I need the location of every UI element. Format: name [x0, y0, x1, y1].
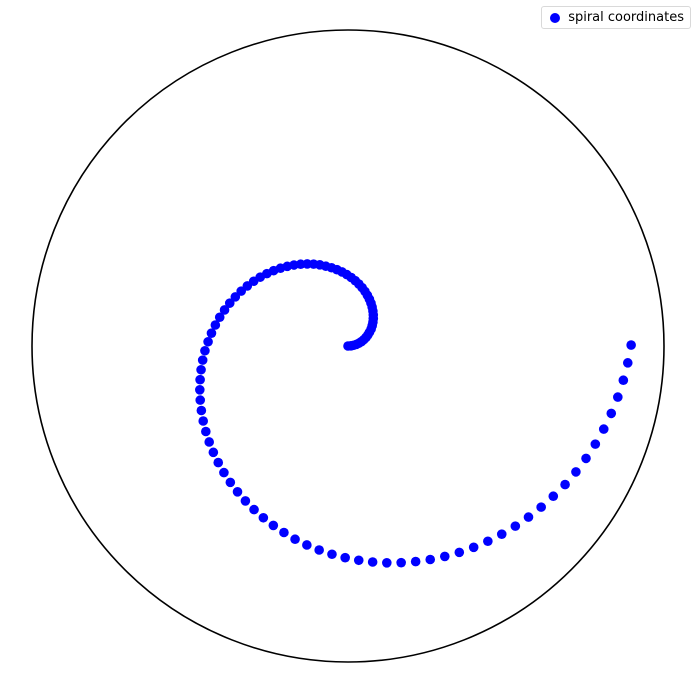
spiral-point: [560, 479, 570, 490]
spiral-point: [367, 557, 378, 567]
spiral-point: [327, 549, 337, 560]
spiral-point: [548, 491, 559, 502]
spiral-point: [439, 551, 450, 562]
spiral-point: [195, 395, 206, 405]
spiral-point: [626, 340, 636, 350]
spiral-point: [496, 529, 507, 539]
spiral-point: [622, 358, 633, 368]
spiral-point: [618, 375, 629, 386]
spiral-point: [382, 558, 392, 568]
spiral-point: [219, 305, 230, 315]
spiral-point: [340, 552, 350, 563]
spiral-point: [200, 345, 210, 356]
spiral-point: [249, 504, 259, 515]
spiral-point: [425, 554, 436, 565]
spiral-point: [232, 487, 243, 497]
spiral-point: [197, 355, 208, 365]
spiral-point: [536, 502, 546, 512]
spiral-point: [219, 467, 229, 478]
spiral-point: [571, 467, 581, 477]
legend-label: spiral coordinates: [568, 10, 684, 25]
spiral-point: [279, 527, 289, 538]
spiral-point: [510, 521, 521, 531]
spiral-point: [314, 545, 324, 555]
spiral-point: [230, 292, 241, 302]
spiral-point: [201, 426, 211, 437]
spiral-point: [196, 405, 207, 416]
spiral-point: [396, 557, 406, 568]
spiral-point: [581, 453, 591, 464]
spiral-point: [224, 298, 235, 308]
spiral-point: [613, 392, 623, 402]
spiral-point: [213, 457, 224, 468]
spiral-point: [208, 447, 219, 458]
spiral-point: [225, 477, 236, 488]
spiral-points-layer: [195, 259, 636, 568]
spiral-point: [203, 336, 213, 347]
legend: spiral coordinates: [541, 6, 691, 29]
spiral-point: [606, 408, 617, 419]
spiral-point: [196, 364, 206, 375]
spiral-point: [198, 416, 209, 426]
spiral-point: [410, 556, 421, 567]
spiral-point: [258, 512, 269, 523]
spiral-point: [302, 540, 312, 550]
spiral-point: [454, 547, 465, 558]
polar-outer-boundary: [31, 29, 665, 663]
spiral-point: [468, 542, 479, 553]
spiral-point: [210, 320, 221, 330]
legend-marker-icon: [550, 12, 561, 23]
spiral-point: [206, 328, 217, 338]
spiral-point: [290, 534, 300, 545]
spiral-point: [590, 439, 601, 449]
spiral-point: [236, 286, 246, 296]
spiral-point: [523, 512, 534, 522]
spiral-point: [598, 424, 609, 434]
spiral-point: [268, 520, 279, 531]
spiral-point: [240, 496, 251, 506]
spiral-point: [353, 555, 364, 566]
spiral-point: [195, 374, 205, 385]
spiral-point: [214, 312, 225, 323]
spiral-point: [204, 437, 214, 447]
spiral-point: [195, 385, 205, 395]
spiral-point: [483, 536, 493, 547]
